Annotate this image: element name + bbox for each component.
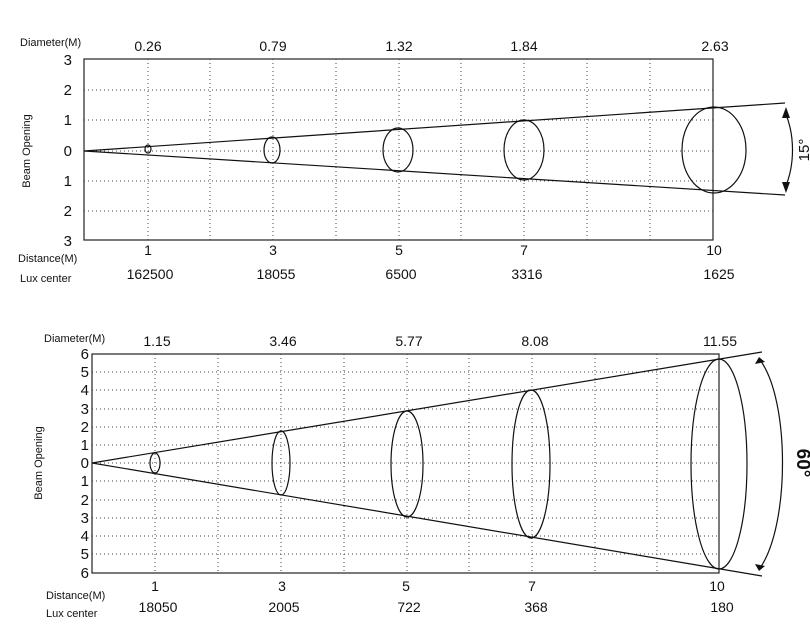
diameter-value: 3.46 xyxy=(269,333,296,349)
distance-value: 10 xyxy=(706,242,722,258)
arrow-up-icon xyxy=(755,357,765,364)
diameter-header: Diameter(M) xyxy=(20,37,81,49)
y-tick-label: 6 xyxy=(81,565,89,582)
lux-center-header: Lux center xyxy=(46,608,98,620)
y-tick-label: 2 xyxy=(81,492,89,509)
beam-cross-section xyxy=(390,410,424,518)
beam-edge-upper xyxy=(83,102,786,152)
distance-value: 3 xyxy=(278,578,286,594)
beam-cross-section xyxy=(511,389,551,539)
diagram-15-degree: Diameter(M) 0.26 0.79 1.32 1.84 2.63 Bea… xyxy=(18,37,810,285)
y-tick-label: 2 xyxy=(81,419,89,436)
distance-value: 1 xyxy=(151,578,159,594)
y-tick-label: 0 xyxy=(81,455,89,472)
beam-opening-label: Beam Opening xyxy=(33,426,45,499)
y-tick-label: 5 xyxy=(81,364,89,381)
y-tick-label: 1 xyxy=(81,473,89,490)
arrow-up-icon xyxy=(782,107,790,118)
y-tick-label: 3 xyxy=(64,52,72,69)
lux-value: 3316 xyxy=(511,266,542,282)
diameter-value: 2.63 xyxy=(701,38,728,54)
plot-frame xyxy=(83,58,714,241)
y-tick-label: 3 xyxy=(81,401,89,418)
lux-value: 2005 xyxy=(268,599,299,615)
diameter-value: 11.55 xyxy=(703,333,737,349)
y-tick-label: 1 xyxy=(64,173,72,190)
beam-angle-arc xyxy=(784,111,794,189)
distance-value: 7 xyxy=(520,242,528,258)
y-tick-label: 1 xyxy=(64,112,72,129)
lux-value: 180 xyxy=(710,599,734,615)
beam-cross-section xyxy=(503,119,545,181)
beam-angle-label: 15° xyxy=(796,139,810,162)
y-tick-label: 6 xyxy=(81,346,89,363)
diameter-value: 0.26 xyxy=(134,38,161,54)
y-tick-label: 4 xyxy=(81,382,89,399)
y-tick-label: 0 xyxy=(64,143,72,160)
lux-center-header: Lux center xyxy=(20,273,72,285)
distance-value: 5 xyxy=(395,242,403,258)
plot-grid xyxy=(92,354,719,573)
distance-value: 3 xyxy=(269,242,277,258)
beam-angle-arc xyxy=(759,359,784,569)
y-tick-label: 2 xyxy=(64,203,72,220)
diameter-value: 8.08 xyxy=(521,333,548,349)
arrow-down-icon xyxy=(782,182,790,193)
plot-grid xyxy=(84,59,713,240)
lux-value: 368 xyxy=(524,599,548,615)
y-tick-label: 4 xyxy=(81,528,89,545)
diameter-value: 0.79 xyxy=(259,38,286,54)
beam-cross-section xyxy=(681,106,747,194)
beam-edge-lower xyxy=(83,150,786,196)
beam-edge-upper xyxy=(91,351,763,464)
beam-edge-lower xyxy=(91,462,763,577)
distance-header: Distance(M) xyxy=(18,253,77,265)
y-tick-label: 3 xyxy=(81,510,89,527)
y-tick-label: 1 xyxy=(81,437,89,454)
distance-header: Distance(M) xyxy=(46,590,105,602)
beam-cross-section xyxy=(149,452,161,474)
lux-value: 722 xyxy=(397,599,421,615)
beam-cross-section xyxy=(271,430,291,496)
beam-cross-section xyxy=(690,358,748,570)
diameter-value: 5.77 xyxy=(395,333,422,349)
beam-cross-section xyxy=(144,144,152,154)
distance-value: 10 xyxy=(709,578,725,594)
lux-value: 18055 xyxy=(257,266,296,282)
lux-value: 18050 xyxy=(139,599,178,615)
diameter-header: Diameter(M) xyxy=(44,333,105,345)
beam-cross-section xyxy=(263,136,281,164)
arrow-down-icon xyxy=(755,564,765,571)
diameter-value: 1.84 xyxy=(510,38,537,54)
diameter-value: 1.32 xyxy=(385,38,412,54)
beam-angle-label: 60° xyxy=(792,449,810,478)
distance-value: 5 xyxy=(402,578,410,594)
y-tick-label: 3 xyxy=(64,233,72,250)
diameter-value: 1.15 xyxy=(143,333,170,349)
y-tick-label: 5 xyxy=(81,546,89,563)
beam-cross-section xyxy=(382,127,414,173)
distance-value: 1 xyxy=(144,242,152,258)
lux-value: 6500 xyxy=(385,266,416,282)
beam-opening-label: Beam Opening xyxy=(21,114,33,187)
lux-value: 162500 xyxy=(127,266,174,282)
diagram-60-degree: Diameter(M) 1.15 3.46 5.77 8.08 11.55 Be… xyxy=(33,333,810,620)
distance-value: 7 xyxy=(528,578,536,594)
y-tick-label: 2 xyxy=(64,82,72,99)
lux-value: 1625 xyxy=(703,266,734,282)
